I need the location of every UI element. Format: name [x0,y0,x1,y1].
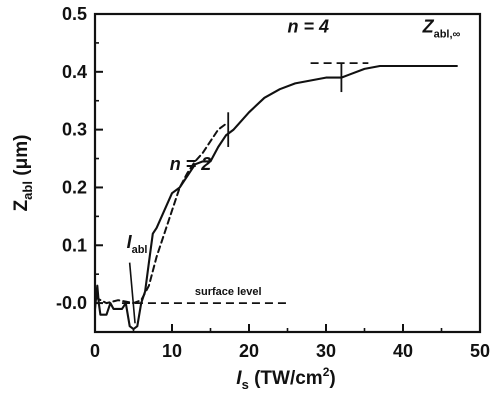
x-axis-label: Is (TW/cm2) [236,365,335,392]
y-tick-label: 0.2 [62,177,87,197]
iabl-pointer-line [128,262,136,324]
y-axis-label: Zabl (μm) [11,135,35,212]
order-annotation: n = 2 [170,154,212,174]
y-tick-label: -0.0 [56,293,87,313]
x-axis-label-main: I [236,368,242,389]
iabl-annotation: Iabl [127,232,148,256]
y-axis-label-sub: abl [20,181,35,200]
dashed-series-line [94,122,227,305]
x-tick-label: 0 [90,341,100,361]
lines-group [93,62,458,331]
x-axis-label-sup: 2 [323,365,330,379]
x-axis-label-sub: s [242,377,249,392]
x-ticks-group: 0 10 20 30 40 50 [90,324,490,361]
x-tick-label: 50 [470,341,490,361]
y-ticks-group: -0.0 0.1 0.2 0.3 0.4 0.5 [56,4,103,313]
y-axis-label-rest: (μm) [11,135,32,181]
y-tick-label: 0.1 [62,235,87,255]
x-tick-label: 30 [316,341,336,361]
order-annotation: n = 4 [288,17,330,37]
x-tick-label: 40 [393,341,413,361]
x-axis-label-end: ) [329,368,335,389]
y-tick-label: 0.4 [62,62,87,82]
annotations-group: surface level n = 2 n = 4 Iabl Zabl,∞ [127,17,461,324]
plot-frame [93,12,482,334]
zabl-infinity-annotation: Zabl,∞ [422,17,461,41]
surface-level-label: surface level [195,286,262,298]
solid-series-line [93,64,458,331]
x-tick-label: 10 [162,341,182,361]
y-tick-label: 0.5 [62,4,87,24]
y-tick-label: 0.3 [62,120,87,140]
y-axis-label-main: Z [11,199,32,211]
x-axis-label-rest: (TW/cm [249,368,323,389]
x-tick-label: 20 [239,341,259,361]
